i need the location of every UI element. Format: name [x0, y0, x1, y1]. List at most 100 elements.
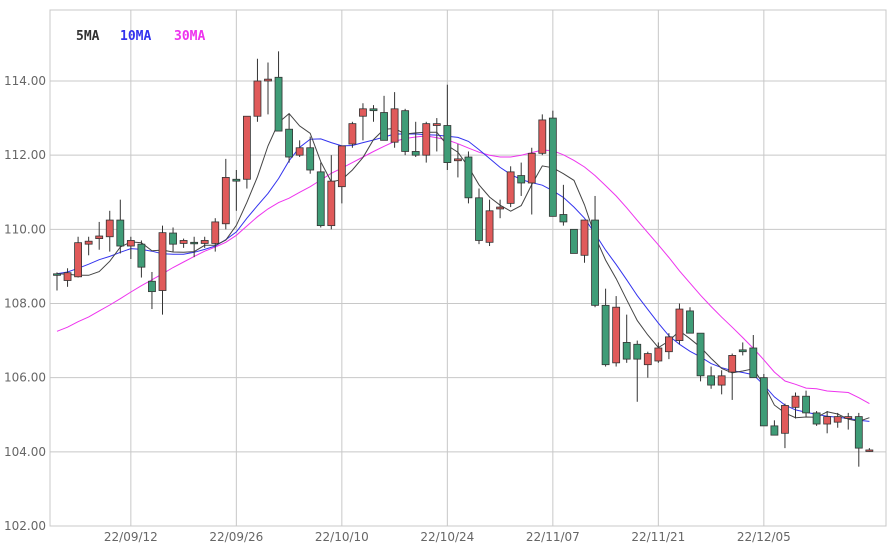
ma30-line [56, 135, 870, 405]
candle [749, 335, 758, 379]
candle-body [781, 405, 789, 434]
candle-body [295, 147, 304, 156]
candle [274, 51, 283, 132]
candle-body [707, 375, 715, 386]
candle-body [137, 243, 146, 268]
candle-body [475, 197, 483, 241]
candle-body [464, 156, 473, 199]
candle [53, 272, 61, 291]
candle-body [854, 416, 863, 449]
candle-body [390, 108, 399, 143]
series-30ma [56, 135, 870, 405]
candle [74, 236, 82, 278]
candle [717, 370, 726, 395]
candle [359, 103, 367, 141]
candle-body [274, 76, 283, 132]
x-tick-label: 22/10/10 [315, 530, 369, 544]
candle [485, 199, 494, 247]
candle [833, 412, 842, 428]
candle [211, 218, 220, 252]
ma10-line [56, 133, 870, 422]
candle-body [432, 123, 441, 126]
candle-body [770, 425, 779, 436]
candle-body [116, 219, 125, 247]
candle [327, 155, 336, 230]
candle-body [380, 112, 388, 141]
candle-body [802, 395, 810, 414]
candle [707, 366, 715, 389]
x-tick-label: 22/11/21 [631, 530, 685, 544]
candle-body [791, 395, 800, 408]
candle-body [190, 241, 199, 245]
candle [654, 342, 663, 363]
candle-body [812, 412, 821, 425]
candle-body [717, 375, 726, 386]
candle [369, 105, 378, 122]
candle [95, 221, 104, 250]
candle-body [580, 219, 589, 256]
candle [517, 162, 526, 196]
candle [401, 108, 410, 156]
candle [538, 114, 547, 156]
candle [665, 333, 673, 360]
candle-body [496, 206, 505, 210]
candle-body [538, 119, 547, 154]
candle [791, 392, 800, 419]
candle [643, 351, 652, 378]
candle-body [686, 310, 694, 334]
candle [169, 227, 177, 252]
candle-body [169, 232, 177, 245]
candle-body [306, 147, 315, 171]
candle-body [643, 353, 652, 366]
candle [316, 162, 325, 228]
candle [464, 151, 473, 204]
y-tick-label: 112.00 [4, 148, 46, 162]
candle [802, 390, 810, 417]
candle [823, 411, 832, 434]
candle-body [126, 240, 135, 247]
candle [232, 170, 241, 211]
candle [559, 184, 568, 226]
candle-body [517, 175, 526, 184]
candle [686, 307, 694, 334]
candle-body [823, 416, 832, 425]
candle-body [337, 145, 346, 188]
y-tick-label: 104.00 [4, 445, 46, 459]
candle [527, 147, 536, 215]
candle [432, 118, 441, 152]
candle-body [253, 80, 262, 117]
candle [443, 84, 452, 170]
series-10ma [56, 133, 870, 422]
candle-body [105, 219, 114, 238]
candle [411, 121, 420, 158]
candle-body [759, 377, 768, 427]
candle [422, 121, 431, 163]
candle-body [865, 449, 874, 452]
candle-body [633, 343, 642, 360]
legend: 5MA 10MA 30MA [76, 29, 205, 44]
candle [380, 95, 388, 141]
candle-body [401, 110, 410, 152]
candle [221, 158, 230, 230]
candle [390, 92, 399, 148]
candle-body [359, 108, 367, 117]
legend-30ma: 30MA [174, 29, 205, 44]
x-tick-label: 22/12/05 [737, 530, 791, 544]
candle-body [411, 151, 420, 156]
legend-5ma: 5MA [76, 29, 100, 44]
candle [622, 314, 631, 363]
candle [158, 225, 167, 315]
candle [84, 236, 93, 256]
candle-body [738, 349, 747, 353]
candle-body [211, 221, 220, 244]
candle-body [443, 125, 452, 163]
candle-body [749, 347, 758, 379]
y-tick-label: 108.00 [4, 297, 46, 311]
candle-body [53, 273, 61, 276]
candle-body [601, 304, 610, 366]
candle [548, 110, 557, 217]
candle [242, 115, 251, 189]
candle [781, 403, 789, 449]
candle [759, 373, 768, 427]
candle [295, 140, 304, 158]
